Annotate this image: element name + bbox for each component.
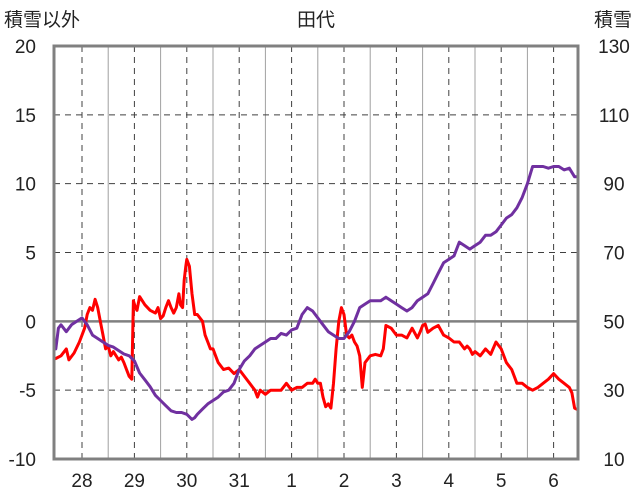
series-group [54, 165, 579, 421]
right-tick-label: 50 [603, 312, 624, 333]
right-tick-label: 110 [599, 106, 629, 127]
left-axis-title: 積雪以外 [4, 9, 80, 31]
right-tick-label: 130 [598, 37, 630, 58]
x-tick-label: 29 [124, 471, 145, 492]
right-axis-title: 積雪 [594, 9, 632, 31]
left-tick-label: -5 [19, 381, 36, 402]
x-tick-label: 28 [71, 471, 92, 492]
snow-depth-line [54, 165, 579, 421]
left-tick-label: 20 [15, 37, 36, 58]
grid [54, 46, 578, 459]
x-tick-label: 4 [444, 471, 455, 492]
x-tick-label: 3 [391, 471, 402, 492]
x-tick-label: 6 [548, 471, 559, 492]
x-tick-label: 2 [339, 471, 350, 492]
left-axis-ticks: 20 15 10 5 0 -5 -10 [9, 37, 36, 471]
x-tick-label: 31 [229, 471, 250, 492]
left-tick-label: -10 [9, 450, 36, 471]
x-tick-label: 30 [176, 471, 197, 492]
left-tick-label: 5 [25, 244, 36, 265]
x-tick-label: 1 [286, 471, 297, 492]
right-tick-label: 70 [603, 244, 624, 265]
left-tick-label: 0 [25, 312, 36, 333]
x-axis-ticks: 28 29 30 31 1 2 3 4 5 6 [71, 471, 558, 492]
right-tick-label: 10 [603, 450, 624, 471]
plot-frame [52, 44, 580, 461]
left-tick-label: 15 [15, 106, 36, 127]
right-axis-ticks: 130 110 90 70 50 30 10 [598, 37, 630, 471]
other-series-line [54, 257, 579, 411]
right-tick-label: 30 [603, 381, 624, 402]
left-tick-label: 10 [15, 175, 36, 196]
chart-title: 田代 [297, 9, 335, 31]
right-tick-label: 90 [603, 175, 624, 196]
x-tick-label: 5 [496, 471, 507, 492]
